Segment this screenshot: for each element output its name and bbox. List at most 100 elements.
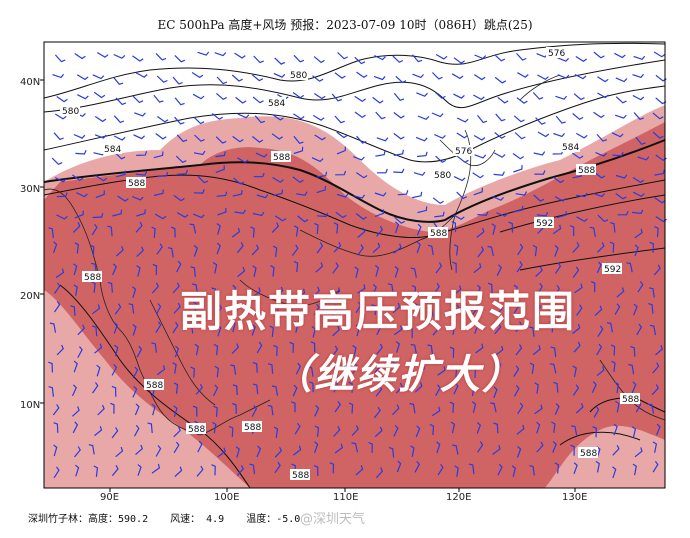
wind-barb (155, 445, 162, 457)
wind-barb (393, 112, 405, 119)
wind-barb (474, 154, 487, 159)
wind-barb (594, 171, 606, 179)
wind-barb (173, 405, 178, 418)
wind-barb (534, 170, 546, 175)
wind-barb (331, 345, 339, 358)
wind-barb (417, 206, 428, 214)
wind-barb (496, 361, 502, 374)
wind-barb (114, 303, 122, 315)
wind-barb (333, 426, 341, 437)
lat-label-40n: 40N (20, 77, 40, 88)
wind-barb (273, 426, 279, 438)
wind-barb (252, 74, 264, 82)
wind-barb (373, 75, 386, 81)
wind-barb (197, 51, 210, 56)
wind-barb (174, 466, 183, 477)
wind-barb (496, 212, 509, 217)
wind-barb (631, 209, 644, 215)
wind-barb (352, 344, 357, 357)
wind-barb (136, 246, 144, 258)
wind-barb (636, 323, 643, 336)
wind-barb (214, 52, 227, 57)
contour-label: 588 (580, 449, 597, 459)
wind-barb (132, 366, 139, 379)
lon-label-130e: 130E (562, 492, 587, 503)
wind-barb (136, 265, 141, 277)
wind-barb (356, 172, 368, 179)
wind-barb (272, 114, 284, 121)
wind-barb (173, 194, 185, 202)
wind-barb (394, 216, 406, 224)
wind-barb (314, 222, 319, 235)
wind-barb (529, 465, 535, 476)
wind-barb (376, 323, 382, 336)
wind-barb (534, 382, 539, 394)
wind-barb (92, 74, 105, 80)
wind-barb (393, 132, 405, 140)
wind-barb (214, 365, 219, 378)
wind-barb (48, 386, 54, 397)
wind-barb (597, 214, 609, 223)
wind-barb (449, 401, 455, 413)
wind-barb (234, 209, 246, 215)
wind-barb (395, 382, 403, 394)
wind-barb (656, 423, 661, 436)
wind-barb (552, 441, 557, 453)
wind-barb (375, 467, 384, 479)
contour-label: 588 (128, 179, 145, 189)
wind-barb (453, 244, 459, 256)
wind-barb (111, 427, 119, 439)
wind-barb (637, 280, 644, 293)
wind-barb (151, 342, 157, 353)
lower-left-halo (44, 290, 250, 488)
wind-barb (252, 96, 264, 104)
wind-barb (374, 426, 383, 438)
wind-barb (572, 113, 584, 121)
lon-label-100e: 100E (214, 492, 239, 503)
wind-barb (410, 267, 417, 278)
wind-barb (97, 404, 105, 416)
wind-barb (494, 323, 502, 335)
wind-barb (295, 362, 302, 375)
wind-barb (454, 304, 461, 317)
wind-barb (48, 227, 54, 238)
wind-barb (609, 222, 616, 233)
wind-barb (53, 132, 64, 141)
wind-barb (590, 281, 596, 293)
wind-barb (357, 284, 366, 294)
wind-barb (232, 384, 238, 396)
wind-barb (113, 115, 125, 124)
wind-barb (456, 117, 469, 123)
wind-barb (231, 227, 241, 238)
wind-barb (113, 77, 124, 85)
contour-label: 588 (84, 273, 101, 283)
lon-label-120e: 120E (446, 492, 471, 503)
wind-barb (137, 464, 142, 476)
contour-label-bg (288, 69, 308, 80)
wind-barb (174, 116, 185, 125)
wind-barb (475, 284, 481, 297)
wind-barb (332, 262, 339, 274)
wind-barb (312, 114, 325, 121)
wind-barb (151, 403, 156, 416)
wind-barb (311, 157, 324, 163)
wind-barb (528, 326, 535, 337)
wind-barb (487, 282, 493, 294)
wind-barb (152, 263, 158, 275)
wind-barb (473, 187, 483, 196)
wind-barb (333, 241, 342, 253)
wind-barb (197, 175, 209, 184)
wind-barb (572, 242, 580, 253)
wind-barb (92, 213, 104, 219)
wind-barb (473, 263, 482, 274)
wind-barb (272, 176, 284, 183)
wind-barb (533, 194, 545, 202)
wind-barb (235, 446, 240, 458)
wind-barb (589, 226, 596, 238)
wind-barb (176, 212, 189, 218)
wind-barb (437, 366, 446, 376)
wind-barb (253, 55, 264, 64)
wind-barb (297, 215, 309, 223)
wind-barb (173, 302, 181, 314)
wind-barb (267, 404, 274, 416)
